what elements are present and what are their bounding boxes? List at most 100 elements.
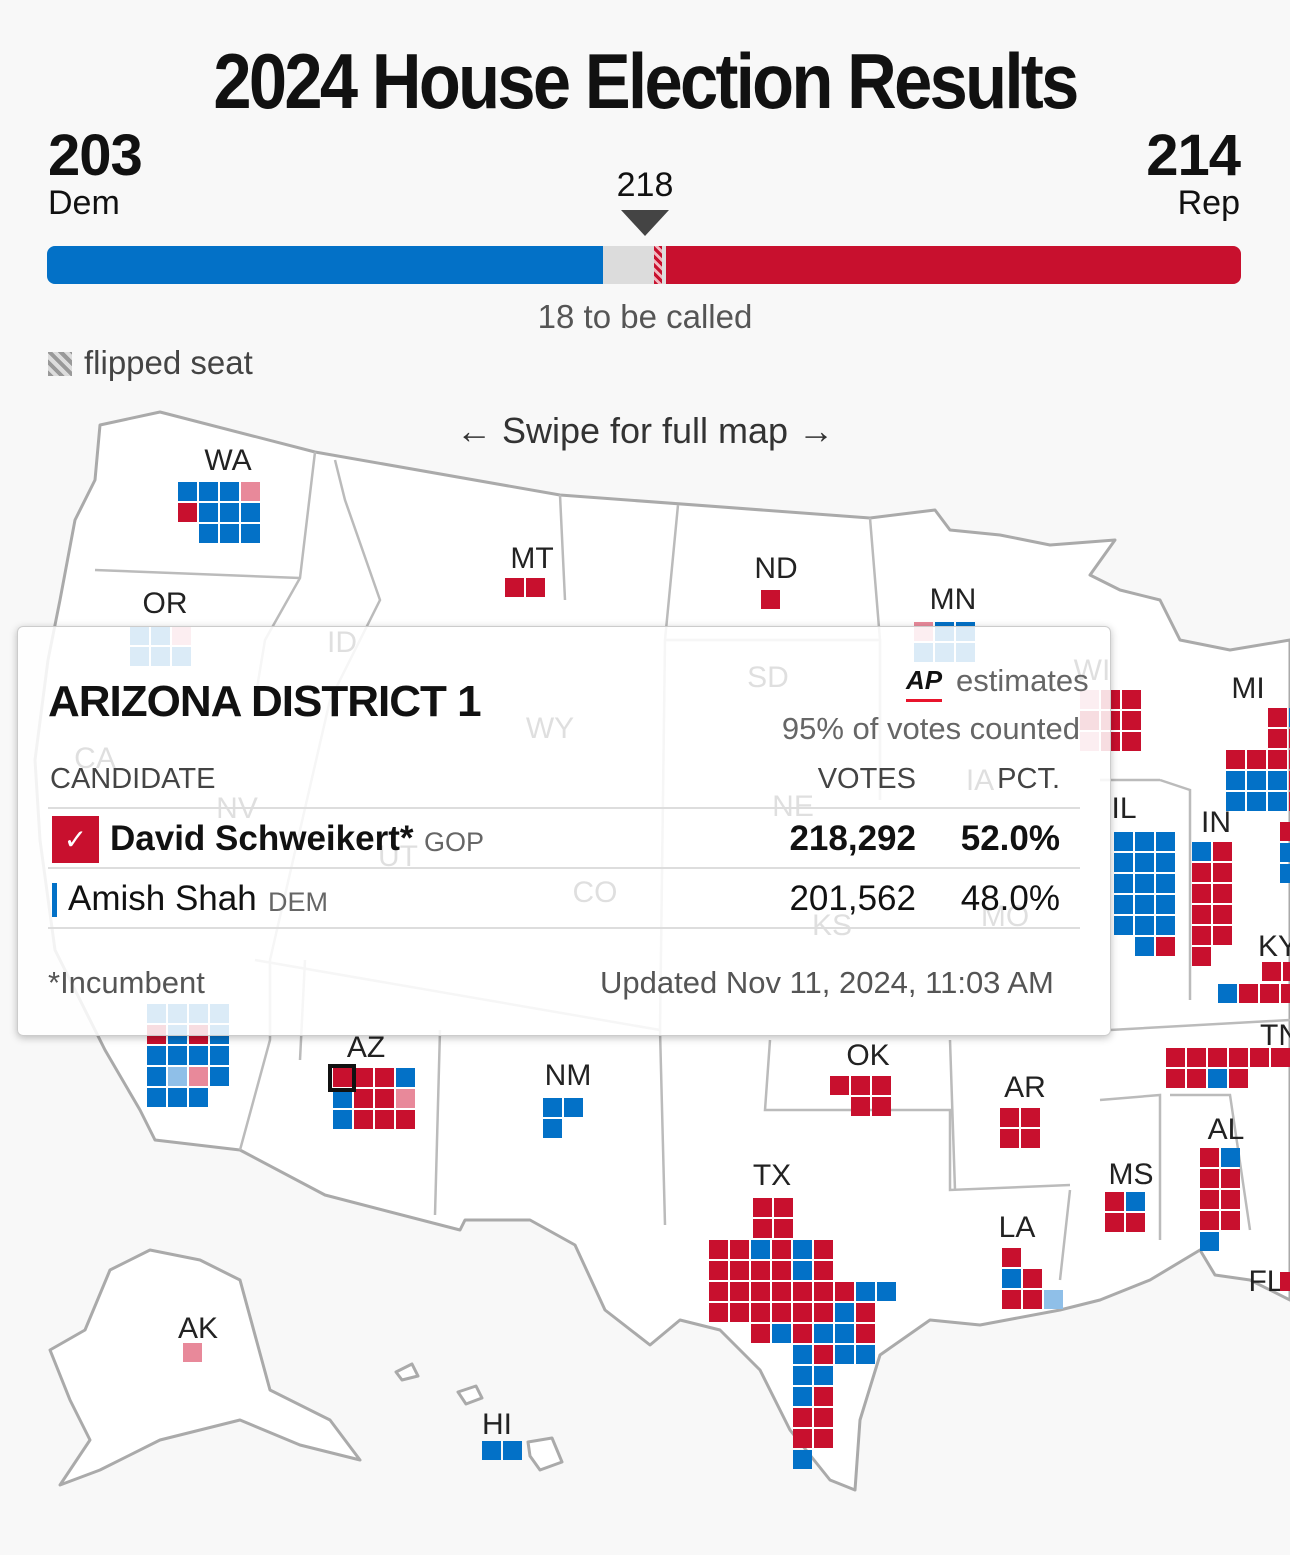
district-tile[interactable]: [1247, 792, 1266, 811]
district-tile[interactable]: [1044, 1290, 1063, 1309]
district-tile[interactable]: [1200, 1190, 1219, 1209]
district-tile[interactable]: [1268, 771, 1287, 790]
district-tile[interactable]: [1002, 1248, 1021, 1267]
district-tile[interactable]: [1114, 895, 1133, 914]
district-tile[interactable]: [856, 1282, 875, 1301]
district-tile[interactable]: [814, 1345, 833, 1364]
district-tile[interactable]: [241, 503, 260, 522]
district-tile[interactable]: [189, 1046, 208, 1065]
district-tile[interactable]: [354, 1089, 373, 1108]
district-tile[interactable]: [1200, 1232, 1219, 1251]
district-tile[interactable]: [1000, 1129, 1019, 1148]
selected-district-marker[interactable]: [328, 1064, 356, 1092]
district-tile[interactable]: [730, 1261, 749, 1280]
district-tile[interactable]: [333, 1089, 352, 1108]
district-tile[interactable]: [147, 1067, 166, 1086]
district-tile[interactable]: [199, 482, 218, 501]
district-tile[interactable]: [396, 1089, 415, 1108]
district-tile[interactable]: [1250, 1048, 1269, 1067]
district-tile[interactable]: [396, 1068, 415, 1087]
district-tile[interactable]: [1114, 853, 1133, 872]
district-tile[interactable]: [1126, 1213, 1145, 1232]
district-tile[interactable]: [375, 1089, 394, 1108]
district-tile[interactable]: [814, 1324, 833, 1343]
district-tile[interactable]: [1268, 729, 1287, 748]
district-tile[interactable]: [1213, 884, 1232, 903]
district-tile[interactable]: [1213, 905, 1232, 924]
district-tile[interactable]: [793, 1345, 812, 1364]
district-tile[interactable]: [751, 1261, 770, 1280]
district-tile[interactable]: [1135, 853, 1154, 872]
district-tile[interactable]: [1239, 984, 1258, 1003]
district-tile[interactable]: [1156, 832, 1175, 851]
district-tile[interactable]: [772, 1261, 791, 1280]
district-tile[interactable]: [1281, 984, 1290, 1003]
district-tile[interactable]: [482, 1441, 501, 1460]
district-tile[interactable]: [1122, 711, 1141, 730]
district-tile[interactable]: [753, 1219, 772, 1238]
district-tile[interactable]: [872, 1076, 891, 1095]
district-tile[interactable]: [1122, 732, 1141, 751]
district-tile[interactable]: [835, 1303, 854, 1322]
district-tile[interactable]: [751, 1324, 770, 1343]
district-tile[interactable]: [1208, 1048, 1227, 1067]
district-tile[interactable]: [396, 1110, 415, 1129]
district-tile[interactable]: [1208, 1069, 1227, 1088]
district-tile[interactable]: [1192, 905, 1211, 924]
district-tile[interactable]: [761, 590, 780, 609]
district-tile[interactable]: [354, 1068, 373, 1087]
district-tile[interactable]: [199, 524, 218, 543]
district-tile[interactable]: [814, 1261, 833, 1280]
district-tile[interactable]: [1200, 1211, 1219, 1230]
district-tile[interactable]: [793, 1282, 812, 1301]
district-tile[interactable]: [1260, 984, 1279, 1003]
district-tile[interactable]: [1166, 1048, 1185, 1067]
district-tile[interactable]: [835, 1345, 854, 1364]
district-tile[interactable]: [1192, 884, 1211, 903]
district-tile[interactable]: [1023, 1269, 1042, 1288]
district-tile[interactable]: [1247, 771, 1266, 790]
district-tile[interactable]: [1226, 771, 1245, 790]
district-tile[interactable]: [1156, 895, 1175, 914]
district-tile[interactable]: [1021, 1108, 1040, 1127]
district-tile[interactable]: [1229, 1048, 1248, 1067]
district-tile[interactable]: [1268, 708, 1287, 727]
district-tile[interactable]: [183, 1343, 202, 1362]
district-tile[interactable]: [814, 1303, 833, 1322]
district-tile[interactable]: [210, 1046, 229, 1065]
district-tile[interactable]: [772, 1324, 791, 1343]
district-tile[interactable]: [168, 1088, 187, 1107]
district-tile[interactable]: [189, 1067, 208, 1086]
district-tile[interactable]: [333, 1068, 352, 1087]
district-tile[interactable]: [503, 1441, 522, 1460]
district-tile[interactable]: [375, 1110, 394, 1129]
district-tile[interactable]: [709, 1240, 728, 1259]
district-tile[interactable]: [1114, 832, 1133, 851]
district-tile[interactable]: [1262, 962, 1281, 981]
district-tile[interactable]: [220, 482, 239, 501]
district-tile[interactable]: [1218, 984, 1237, 1003]
district-tile[interactable]: [1135, 832, 1154, 851]
district-tile[interactable]: [1221, 1148, 1240, 1167]
district-tile[interactable]: [1002, 1290, 1021, 1309]
district-tile[interactable]: [1221, 1190, 1240, 1209]
district-tile[interactable]: [354, 1110, 373, 1129]
district-tile[interactable]: [1105, 1192, 1124, 1211]
district-tile[interactable]: [856, 1324, 875, 1343]
district-tile[interactable]: [851, 1097, 870, 1116]
district-tile[interactable]: [793, 1324, 812, 1343]
district-tile[interactable]: [814, 1429, 833, 1448]
district-tile[interactable]: [1271, 1048, 1290, 1067]
district-tile[interactable]: [189, 1088, 208, 1107]
district-tile[interactable]: [872, 1097, 891, 1116]
district-tile[interactable]: [856, 1303, 875, 1322]
district-tile[interactable]: [1192, 926, 1211, 945]
district-tile[interactable]: [772, 1240, 791, 1259]
district-tile[interactable]: [375, 1068, 394, 1087]
district-tile[interactable]: [1114, 916, 1133, 935]
district-tile[interactable]: [851, 1076, 870, 1095]
district-tile[interactable]: [1268, 750, 1287, 769]
district-tile[interactable]: [1192, 947, 1211, 966]
district-tile[interactable]: [1135, 916, 1154, 935]
district-tile[interactable]: [147, 1088, 166, 1107]
